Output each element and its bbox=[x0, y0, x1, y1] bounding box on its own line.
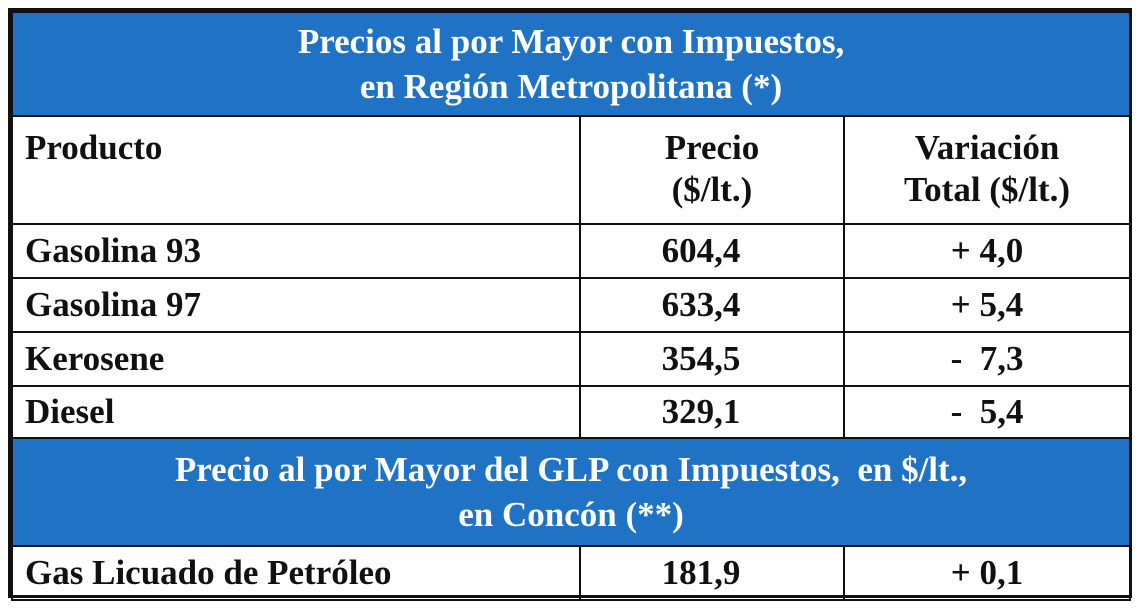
header-price-line1: Precio bbox=[664, 128, 760, 167]
glp-product: Gas Licuado de Petróleo bbox=[11, 545, 581, 601]
header-product: Producto bbox=[11, 115, 581, 225]
banner-glp-line1: Precio al por Mayor del GLP con Impuesto… bbox=[174, 449, 968, 489]
banner-glp-row: Precio al por Mayor del GLP con Impuesto… bbox=[10, 437, 1132, 547]
glp-price: 181,9 bbox=[579, 545, 845, 601]
row-variation: - 7,3 bbox=[842, 331, 1132, 387]
row-variation: - 5,4 bbox=[842, 385, 1132, 439]
header-variation: Variación Total ($/lt.) bbox=[842, 115, 1132, 225]
banner-metropolitana-line1: Precios al por Mayor con Impuestos, bbox=[297, 21, 845, 61]
price-table-frame: Precios al por Mayor con Impuestos, en R… bbox=[8, 8, 1132, 601]
table-row: Gasolina 93 604,4 + 4,0 bbox=[11, 223, 1132, 279]
banner-glp-line2: en Concón (**) bbox=[458, 495, 684, 534]
row-product: Kerosene bbox=[11, 331, 581, 387]
table-row: Kerosene 354,5 - 7,3 bbox=[11, 331, 1132, 387]
banner-metropolitana-line2: en Región Metropolitana (*) bbox=[359, 67, 783, 106]
banner-metropolitana-row: Precios al por Mayor con Impuestos, en R… bbox=[10, 11, 1132, 117]
glp-row: Gas Licuado de Petróleo 181,9 + 0,1 bbox=[11, 545, 1132, 601]
header-variation-line1: Variación bbox=[914, 128, 1060, 167]
header-variation-line2: Total ($/lt.) bbox=[904, 170, 1070, 209]
row-product: Diesel bbox=[11, 385, 581, 439]
row-variation: + 4,0 bbox=[842, 223, 1132, 279]
row-product: Gasolina 93 bbox=[11, 223, 581, 279]
banner-glp: Precio al por Mayor del GLP con Impuesto… bbox=[10, 437, 1132, 547]
price-table: Precios al por Mayor con Impuestos, en R… bbox=[10, 11, 1132, 601]
row-variation: + 5,4 bbox=[842, 277, 1132, 333]
header-price-line2: ($/lt.) bbox=[671, 170, 753, 209]
header-row: Producto Precio ($/lt.) Variación Total … bbox=[11, 115, 1132, 225]
banner-metropolitana: Precios al por Mayor con Impuestos, en R… bbox=[10, 11, 1132, 117]
row-price: 633,4 bbox=[579, 277, 845, 333]
row-price: 329,1 bbox=[579, 385, 845, 439]
glp-variation: + 0,1 bbox=[842, 545, 1132, 601]
table-row: Diesel 329,1 - 5,4 bbox=[11, 385, 1132, 439]
row-price: 604,4 bbox=[579, 223, 845, 279]
row-product: Gasolina 97 bbox=[11, 277, 581, 333]
table-row: Gasolina 97 633,4 + 5,4 bbox=[11, 277, 1132, 333]
header-price: Precio ($/lt.) bbox=[579, 115, 845, 225]
row-price: 354,5 bbox=[579, 331, 845, 387]
